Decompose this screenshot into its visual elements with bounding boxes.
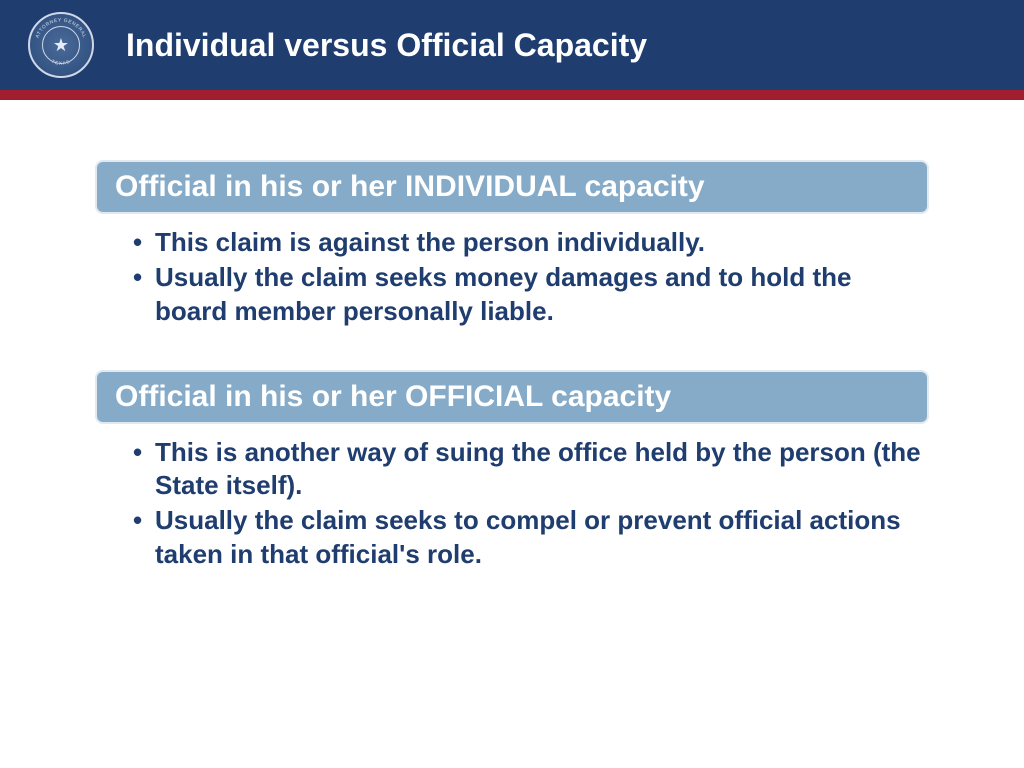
bullet-item: This claim is against the person individ…	[133, 226, 929, 259]
section-header: Official in his or her OFFICIAL capacity	[95, 370, 929, 424]
slide-title: Individual versus Official Capacity	[126, 27, 647, 64]
slide-header: ATTORNEY GENERAL TEXAS ★ Individual vers…	[0, 0, 1024, 90]
accent-bar	[0, 90, 1024, 100]
bullet-item: Usually the claim seeks money damages an…	[133, 261, 929, 328]
section-header: Official in his or her INDIVIDUAL capaci…	[95, 160, 929, 214]
bullet-list: This claim is against the person individ…	[95, 214, 929, 328]
star-icon: ★	[53, 35, 69, 56]
section-official-capacity: Official in his or her OFFICIAL capacity…	[95, 370, 929, 571]
seal-inner-circle: ★	[42, 26, 80, 64]
slide-content: Official in his or her INDIVIDUAL capaci…	[0, 100, 1024, 571]
bullet-item: This is another way of suing the office …	[133, 436, 929, 503]
bullet-item: Usually the claim seeks to compel or pre…	[133, 504, 929, 571]
section-individual-capacity: Official in his or her INDIVIDUAL capaci…	[95, 160, 929, 328]
bullet-list: This is another way of suing the office …	[95, 424, 929, 571]
texas-ag-seal-icon: ATTORNEY GENERAL TEXAS ★	[28, 12, 94, 78]
